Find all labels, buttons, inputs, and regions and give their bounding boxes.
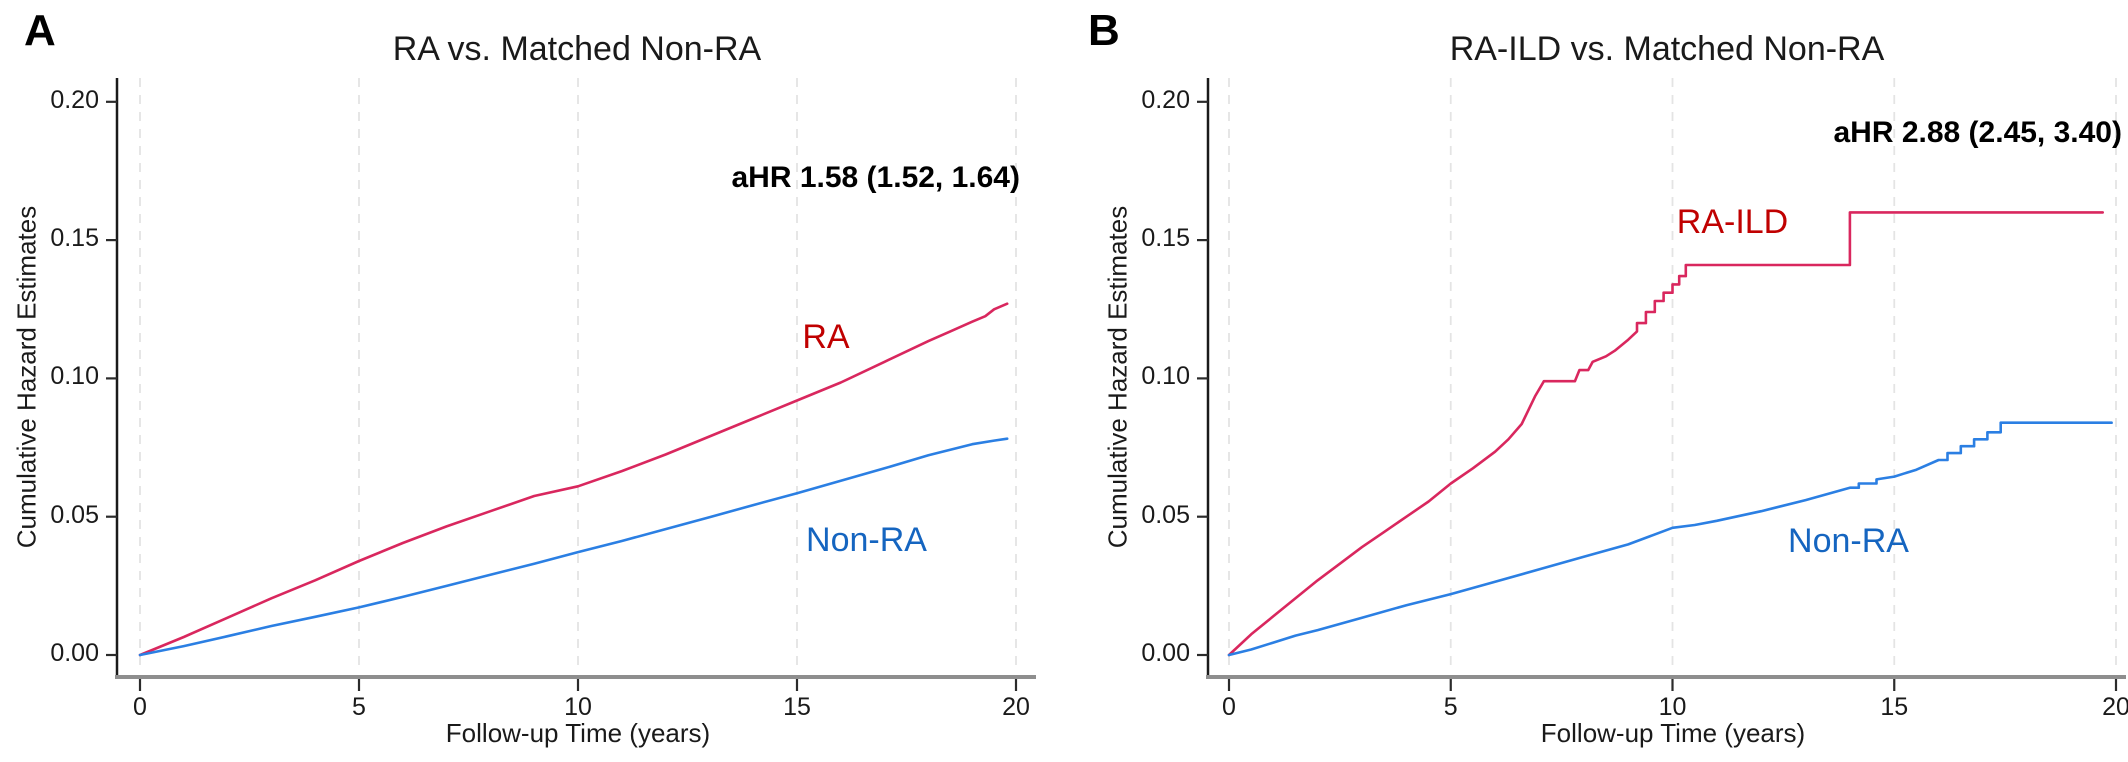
y-tick-label: 0.10	[1141, 362, 1190, 391]
y-tick-label: 0.15	[1141, 224, 1190, 253]
x-tick-label: 5	[352, 693, 366, 721]
series-curve-non-ra	[1227, 421, 2113, 657]
panel-a-series-label-non-ra: Non-RA	[806, 521, 927, 559]
x-tick-label: 15	[783, 693, 811, 721]
panel-a-ahr-annotation: aHR 1.58 (1.52, 1.64)	[731, 161, 1020, 194]
panel-b-plot	[1197, 78, 2126, 691]
y-tick-label: 0.15	[50, 224, 99, 253]
x-tick-label: 0	[1222, 693, 1236, 721]
y-tick-label: 0.00	[50, 639, 99, 667]
y-tick-label: 0.05	[1141, 500, 1190, 529]
panel-a-plot	[106, 78, 1036, 691]
panel-a-title: RA vs. Matched Non-RA	[392, 30, 762, 68]
x-tick-label: 10	[1658, 693, 1687, 721]
panel-a-x-axis-label: Follow-up Time (years)	[445, 718, 711, 748]
panel-b-series-label-non-ra: Non-RA	[1788, 522, 1909, 560]
series-curve-ra-ild	[1227, 211, 2104, 657]
x-tick-label: 20	[2102, 693, 2128, 721]
panel-b-x-axis-label: Follow-up Time (years)	[1540, 718, 1806, 748]
y-tick-label: 0.20	[50, 85, 99, 114]
series-curve-non-ra	[138, 437, 1009, 657]
panel-b-ahr-annotation: aHR 2.88 (2.45, 3.40)	[1833, 116, 2122, 149]
y-tick-label: 0.00	[1141, 639, 1190, 667]
series-curve-ra	[138, 302, 1009, 657]
y-tick-label: 0.20	[1141, 85, 1190, 114]
x-tick-label: 15	[1880, 693, 1909, 721]
y-tick-label: 0.10	[50, 362, 99, 391]
x-tick-label: 0	[133, 693, 147, 721]
panel-b-letter: B	[1088, 6, 1120, 55]
x-tick-label: 5	[1443, 693, 1458, 721]
x-tick-label: 10	[564, 693, 592, 721]
x-tick-label: 20	[1002, 693, 1030, 721]
panel-b-series-label-ra-ild: RA-ILD	[1676, 203, 1789, 241]
panel-a-letter: A	[24, 6, 56, 55]
panel-a-series-label-ra: RA	[802, 318, 850, 356]
panel-b-title: RA-ILD vs. Matched Non-RA	[1449, 30, 1885, 68]
y-tick-label: 0.05	[50, 500, 99, 529]
